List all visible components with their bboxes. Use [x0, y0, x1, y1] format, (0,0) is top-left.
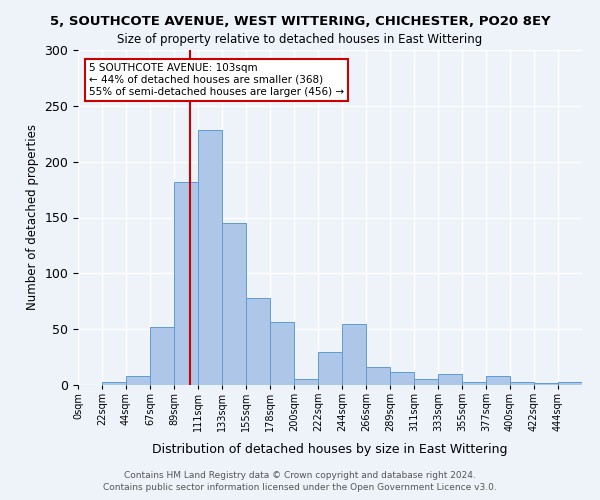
- Bar: [342, 324, 366, 385]
- Text: Contains HM Land Registry data © Crown copyright and database right 2024.: Contains HM Land Registry data © Crown c…: [124, 471, 476, 480]
- Text: Contains public sector information licensed under the Open Government Licence v3: Contains public sector information licen…: [103, 484, 497, 492]
- Bar: [198, 130, 222, 385]
- Text: Size of property relative to detached houses in East Wittering: Size of property relative to detached ho…: [118, 32, 482, 46]
- Text: 5 SOUTHCOTE AVENUE: 103sqm
← 44% of detached houses are smaller (368)
55% of sem: 5 SOUTHCOTE AVENUE: 103sqm ← 44% of deta…: [89, 64, 344, 96]
- Bar: [150, 327, 174, 385]
- X-axis label: Distribution of detached houses by size in East Wittering: Distribution of detached houses by size …: [152, 442, 508, 456]
- Bar: [414, 380, 438, 385]
- Bar: [558, 382, 582, 385]
- Bar: [462, 382, 486, 385]
- Bar: [438, 374, 462, 385]
- Bar: [486, 376, 510, 385]
- Bar: [294, 380, 318, 385]
- Bar: [270, 322, 294, 385]
- Bar: [126, 376, 150, 385]
- Bar: [318, 352, 342, 385]
- Text: 5, SOUTHCOTE AVENUE, WEST WITTERING, CHICHESTER, PO20 8EY: 5, SOUTHCOTE AVENUE, WEST WITTERING, CHI…: [50, 15, 550, 28]
- Bar: [510, 382, 534, 385]
- Y-axis label: Number of detached properties: Number of detached properties: [26, 124, 39, 310]
- Bar: [390, 372, 414, 385]
- Bar: [534, 383, 558, 385]
- Bar: [102, 382, 126, 385]
- Bar: [246, 298, 270, 385]
- Bar: [366, 367, 390, 385]
- Bar: [174, 182, 198, 385]
- Bar: [222, 223, 246, 385]
